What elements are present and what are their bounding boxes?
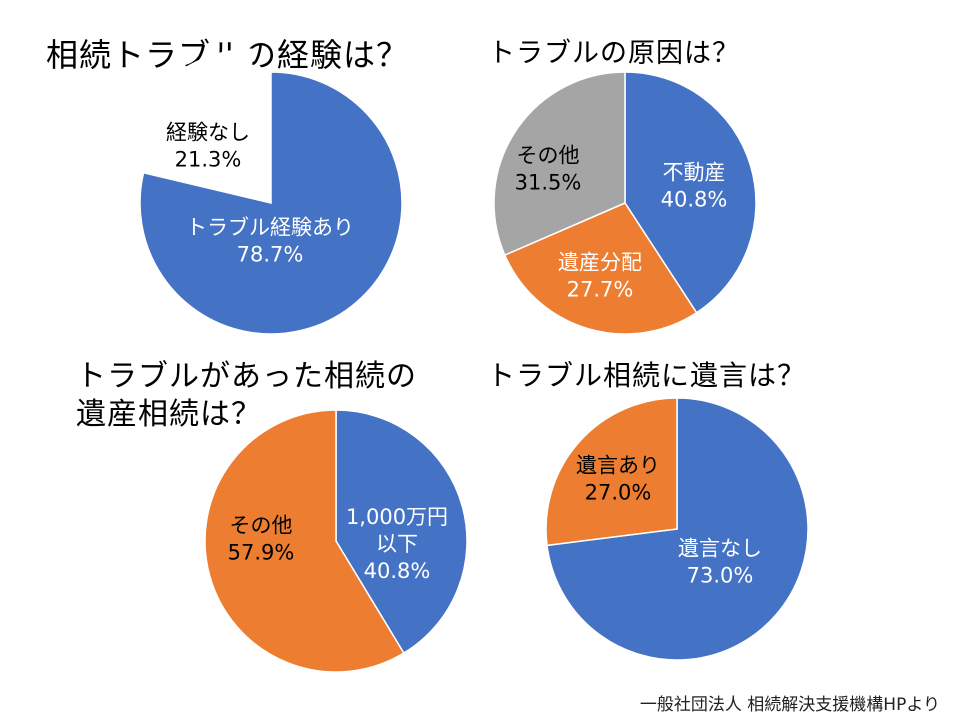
pie-chart: 不動産 40.8% 遺産分配 27.7% その他 31.5% (493, 71, 757, 335)
chart-title: トラブルがあった相続の 遺産相続は？ (76, 359, 417, 432)
data-label-real-estate: 不動産 40.8% (661, 161, 728, 212)
slice-category-label: その他 (517, 144, 580, 168)
slice-category-label: 遺言あり (576, 454, 660, 478)
slice-value-label: 31.5% (515, 171, 582, 195)
slice-value-label: 27.7% (567, 278, 634, 302)
slice-value-label: 73.0% (687, 564, 754, 588)
pie-slice-no-experience (124, 48, 253, 180)
pie-slice-other (493, 71, 626, 257)
data-label-no-experience: 経験なし 21.3% (166, 121, 250, 172)
data-label-no-will: 遺言なし 73.0% (678, 537, 762, 588)
data-label-trouble-experienced: トラブル経験あり 78.7% (186, 216, 354, 267)
slice-category-label: 経験なし (166, 121, 250, 145)
data-label-estate-division: 遺産分配 27.7% (558, 251, 642, 302)
slice-value-label: 27.0% (585, 481, 652, 505)
source-note: 一般社団法人 相続解決支援機構HPより (639, 695, 940, 715)
slice-category-label: 遺言なし (678, 537, 762, 561)
pie-chart: トラブル経験あり 78.7% 経験なし 21.3% (124, 48, 403, 335)
slice-value-label: 40.8% (661, 188, 728, 212)
slice-category-label: その他 (230, 514, 293, 538)
data-label-other: その他 57.9% (228, 514, 295, 565)
pie-slice-estate-division (503, 202, 698, 335)
slice-category-label: 以下 (376, 532, 418, 556)
slice-value-label: 21.3% (175, 148, 242, 172)
slice-category-label: 1,000万円 (346, 505, 448, 529)
pie-chart: 遺言なし 73.0% 遺言あり 27.0% (545, 397, 809, 661)
slice-value-label: 40.8% (364, 559, 431, 583)
data-label-other: その他 31.5% (515, 144, 582, 195)
slice-category-label: 遺産分配 (558, 251, 642, 275)
pie-slice-other (204, 409, 405, 673)
slice-value-label: 78.7% (237, 243, 304, 267)
chart-title: トラブルの原因は？ (488, 38, 740, 69)
pie-slice-under-10-million-yen (335, 409, 468, 655)
data-label-has-will: 遺言あり 27.0% (576, 454, 660, 505)
pie-slice-trouble-experienced (139, 71, 403, 335)
pie-slice-has-will (545, 397, 678, 547)
slice-category-label: 不動産 (663, 161, 726, 185)
slice-category-label: トラブル経験あり (186, 216, 354, 240)
chart-title: トラブル相続に遺言は？ (487, 359, 807, 392)
slice-value-label: 57.9% (228, 541, 295, 565)
